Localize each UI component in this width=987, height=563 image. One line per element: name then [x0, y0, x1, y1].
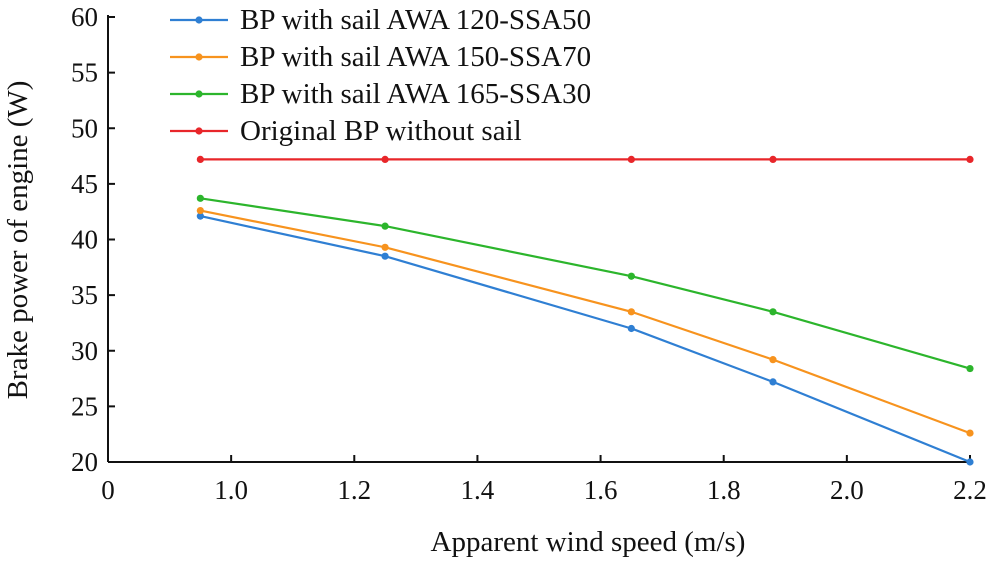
y-tick-label: 55: [71, 58, 98, 88]
y-tick-label: 45: [71, 169, 98, 199]
data-point: [769, 308, 777, 316]
legend-label: BP with sail AWA 165-SSA30: [240, 78, 591, 110]
legend-item-4: Original BP without sail: [170, 115, 522, 147]
y-axis-title: Brake power of engine (W): [2, 81, 34, 400]
series-3: [196, 194, 974, 373]
legend-label: BP with sail AWA 150-SSA70: [240, 41, 591, 73]
x-tick-label: 0: [101, 475, 115, 505]
x-tick-label: 1.4: [461, 475, 495, 505]
legend-item-2: BP with sail AWA 150-SSA70: [170, 41, 591, 73]
data-point: [966, 429, 974, 437]
x-tick-label: 1.8: [707, 475, 741, 505]
data-point: [196, 206, 204, 215]
data-point: [381, 155, 389, 163]
series-4: [196, 155, 974, 163]
x-axis-title: Apparent wind speed (m/s): [431, 526, 746, 558]
x-tick-label: 1.6: [584, 475, 618, 505]
legend-item-3: BP with sail AWA 165-SSA30: [170, 78, 591, 110]
y-tick-label: 25: [71, 391, 98, 421]
legend-swatch-marker: [195, 127, 203, 135]
legend-swatch-marker: [195, 53, 203, 61]
data-point: [627, 155, 635, 163]
data-point: [381, 252, 389, 260]
x-tick-label: 1.0: [214, 475, 248, 505]
data-point: [196, 194, 204, 202]
data-point: [196, 212, 204, 220]
y-tick-label: 40: [71, 225, 98, 255]
legend: BP with sail AWA 120-SSA50 BP with sail A…: [170, 4, 591, 147]
data-point: [381, 222, 389, 230]
data-point: [627, 324, 635, 333]
legend-item-1: BP with sail AWA 120-SSA50: [170, 4, 591, 36]
y-tick-label: 20: [71, 447, 98, 477]
y-tick-label: 60: [71, 2, 98, 32]
legend-label: BP with sail AWA 120-SSA50: [240, 4, 591, 36]
legend-label: Original BP without sail: [240, 115, 522, 147]
y-tick-label: 30: [71, 336, 98, 366]
series-2: [196, 206, 974, 437]
data-point: [381, 243, 389, 251]
legend-swatch-marker: [195, 90, 203, 98]
data-point: [966, 364, 974, 373]
data-point: [769, 155, 777, 163]
y-tick-label: 35: [71, 280, 98, 310]
data-point: [966, 155, 974, 163]
data-point: [627, 308, 635, 316]
series-line: [200, 197, 971, 370]
data-point: [769, 356, 777, 364]
data-point: [627, 272, 635, 280]
series-layer: [196, 155, 974, 466]
x-tick-label: 2.2: [953, 475, 987, 505]
data-point: [769, 378, 777, 386]
x-tick-label: 2.0: [830, 475, 864, 505]
y-tick-label: 50: [71, 113, 98, 143]
data-point: [966, 458, 974, 466]
series-1: [196, 212, 974, 466]
series-line: [200, 215, 971, 464]
series-line: [200, 209, 971, 435]
legend-swatch-marker: [195, 16, 203, 24]
axes: 0 1.0 1.2 1.4 1.6 1.8 2.0 2.2 20 25 30 35 40 45 50 55 60: [71, 2, 987, 505]
x-tick-label: 1.2: [337, 475, 371, 505]
data-point: [196, 155, 204, 163]
